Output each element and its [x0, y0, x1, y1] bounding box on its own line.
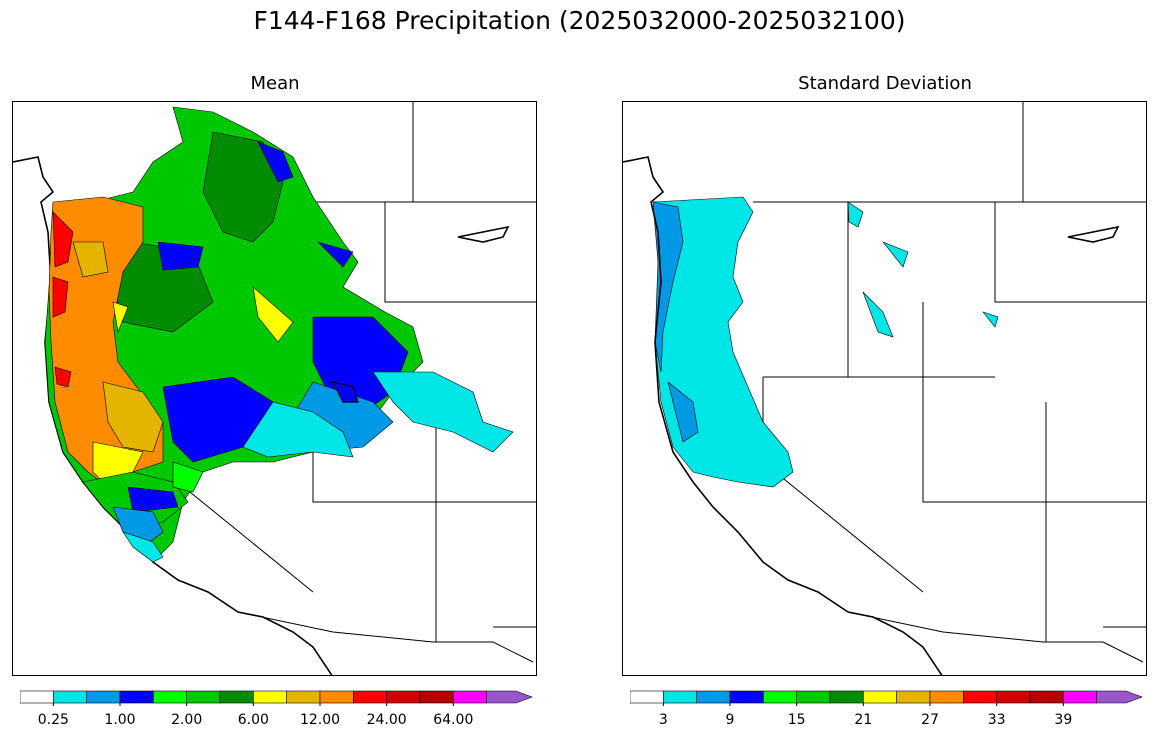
colorbar-segment: [763, 690, 797, 704]
colorbar-segment: [796, 690, 831, 704]
colorbar-tick-label: 33: [987, 712, 1006, 728]
colorbar-segment: [486, 690, 533, 704]
colorbar-segment: [929, 690, 964, 704]
mean-panel-title: Mean: [250, 73, 300, 94]
stddev-map: [622, 101, 1147, 676]
colorbar-segment: [186, 690, 221, 704]
stddev-shading: [652, 196, 999, 488]
colorbar-tick-label: 6.00: [237, 712, 269, 728]
stddev-panel-title: Standard Deviation: [798, 73, 972, 94]
colorbar-segment: [996, 690, 1031, 704]
colorbar-tick-label: 3: [658, 712, 668, 728]
colorbar-segment: [696, 690, 731, 704]
colorbar-segment: [629, 690, 664, 704]
colorbar-tick-label: 64.00: [433, 712, 474, 728]
mean-map: [12, 101, 537, 676]
colorbar-tick-label: 12.00: [299, 712, 341, 728]
colorbar-segment: [53, 690, 87, 704]
mean-colorbar-svg: [19, 690, 533, 706]
precip-shading: [44, 106, 514, 563]
coastline-right: [623, 156, 943, 675]
colorbar-tick-label: 24.00: [366, 712, 407, 728]
stddev-map-canvas: [623, 102, 1146, 675]
colorbar-segment: [1096, 690, 1143, 704]
colorbar-segment: [386, 690, 421, 704]
colorbar-segment: [153, 690, 187, 704]
stddev-colorbar: 3 9 15 21 27 33 39: [629, 690, 1145, 730]
colorbar-segment: [1063, 690, 1097, 704]
colorbar-tick-label: 0.25: [37, 712, 69, 728]
colorbar-segment: [86, 690, 121, 704]
great-salt-lake: [331, 381, 359, 403]
lake-shape-right: [1067, 225, 1120, 243]
colorbar-segment: [963, 690, 997, 704]
colorbar-segment: [896, 690, 931, 704]
colorbar-segment: [319, 690, 354, 704]
colorbar-segment: [253, 690, 287, 704]
colorbar-tick-label: 21: [854, 712, 873, 728]
colorbar-tick-label: 15: [787, 712, 806, 728]
colorbar-segment: [863, 690, 897, 704]
colorbar-tick-label: 27: [921, 712, 939, 728]
colorbar-segment: [19, 690, 54, 704]
colorbar-segment: [1029, 690, 1064, 704]
figure-title: F144-F168 Precipitation (2025032000-2025…: [253, 6, 906, 35]
colorbar-tick-label: 39: [1054, 712, 1073, 728]
colorbar-segment: [453, 690, 487, 704]
state-borders-right: [753, 102, 1146, 663]
colorbar-tick-label: 2.00: [171, 712, 203, 728]
colorbar-segment: [353, 690, 387, 704]
colorbar-segment: [219, 690, 254, 704]
stddev-colorbar-svg: [629, 690, 1143, 706]
colorbar-segment: [729, 690, 764, 704]
colorbar-tick-label: 1.00: [104, 712, 136, 728]
colorbar-tick-label: 9: [725, 712, 735, 728]
mean-colorbar: 0.25 1.00 2.00 6.00 12.00 24.00 64.00: [19, 690, 535, 730]
colorbar-segment: [663, 690, 697, 704]
lake-shape: [457, 225, 510, 243]
colorbar-segment: [286, 690, 321, 704]
mean-map-canvas: [13, 102, 536, 675]
colorbar-segment: [119, 690, 154, 704]
colorbar-segment: [829, 690, 864, 704]
colorbar-segment: [419, 690, 454, 704]
